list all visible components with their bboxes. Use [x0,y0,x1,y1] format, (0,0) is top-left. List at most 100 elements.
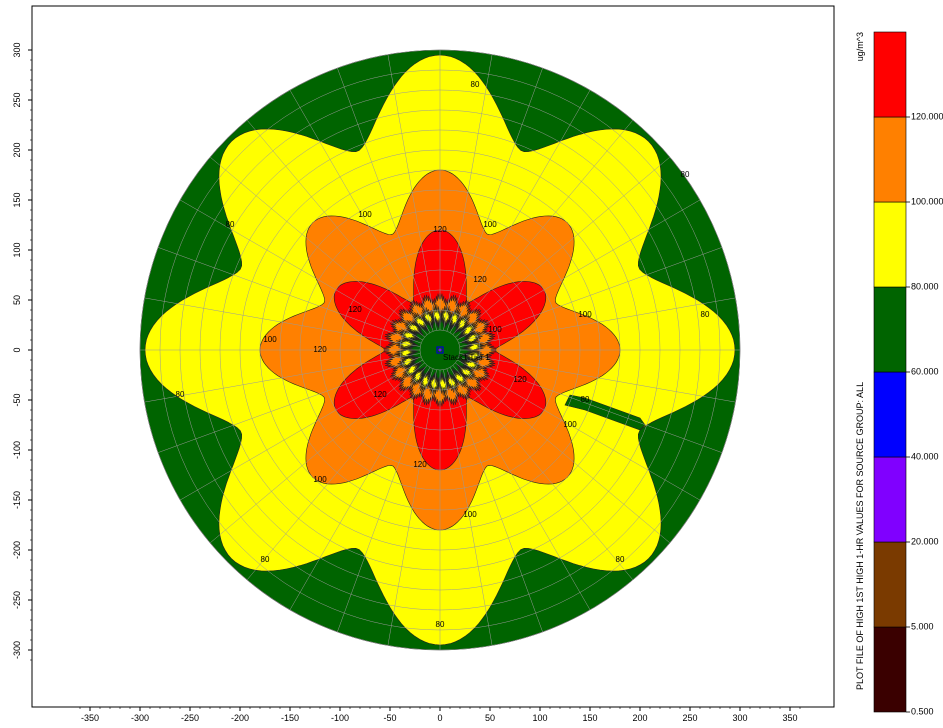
polar-grid-ray [446,368,543,632]
contour-label: 100 [358,210,372,219]
polar-grid-ray [458,247,722,344]
x-tick-label: 50 [485,713,495,723]
contour-label: 80 [261,555,270,564]
legend-swatch [873,541,907,628]
polar-grid-ray [449,367,591,610]
polar-grid-ray [443,369,493,646]
contour-label: 120 [348,305,362,314]
polar-grid-ray [289,367,431,610]
x-tick-label: -350 [81,713,99,723]
y-tick-label: 250 [12,92,22,107]
contour-label: 100 [488,325,502,334]
contour-label: 100 [463,510,477,519]
contour-label: 120 [473,275,487,284]
contour-label: 80 [436,620,445,629]
polar-grid-ray [246,120,428,335]
x-tick-label: 250 [682,713,697,723]
polar-grid-ray [455,156,670,338]
legend-swatch [873,456,907,543]
y-tick-label: 0 [12,347,22,352]
legend-unit: ug/m^3 [855,32,865,61]
polar-grid-ray [459,297,736,347]
y-tick-label: 50 [12,295,22,305]
legend-caption: PLOT FILE OF HIGH 1ST HIGH 1-HR VALUES F… [855,382,865,690]
contour-label: 100 [563,420,577,429]
x-tick-label: 200 [632,713,647,723]
contour-label: 80 [681,170,690,179]
x-tick-label: 100 [532,713,547,723]
x-tick-label: -50 [383,713,396,723]
source-marker[interactable] [436,346,444,354]
x-tick-label: -250 [181,713,199,723]
polar-grid-ray [180,199,423,341]
legend: 0.500 5.000 20.000 40.000 60.000 80.000 100.00… [855,31,943,716]
polar-grid-ray [246,365,428,580]
polar-grid-ray [459,353,736,403]
x-tick-label: -200 [231,713,249,723]
contour-label: 120 [373,390,387,399]
y-tick-label: -250 [12,591,22,609]
contour-label: 80 [701,310,710,319]
contour-label: 100 [578,310,592,319]
polar-grid-ray [210,156,425,338]
legend-label: 60.000 [911,366,939,376]
legend-label: 100.000 [911,196,943,206]
contour-label: 100 [483,220,497,229]
polar-grid-ray [387,369,437,646]
polar-grid-ray [452,365,634,580]
contour-label: 100 [263,335,277,344]
contour-label: 80 [616,555,625,564]
legend-label: 5.000 [911,621,934,631]
polar-grid-ray [455,362,670,544]
legend-label: 0.500 [911,706,934,716]
polar-grid-ray [443,54,493,331]
y-tick-label: 300 [12,42,22,57]
y-tick-label: -200 [12,541,22,559]
legend-swatch [873,286,907,373]
y-tick-label: 100 [12,242,22,257]
polar-grid-ray [158,356,422,453]
legend-swatch [873,626,907,713]
plot-area: 80 80 80 80 80 80 80 80 80 100 100 100 100 100 100 100 1… [12,5,835,723]
legend-label: 120.000 [911,111,943,121]
legend-swatch [873,116,907,203]
contour-label: 80 [226,220,235,229]
y-tick-label: -150 [12,491,22,509]
contour-label: 120 [313,345,327,354]
polar-grid-ray [387,54,437,331]
y-tick-label: -300 [12,641,22,659]
x-tick-label: 350 [782,713,797,723]
contour-label: 120 [433,225,447,234]
polar-grid-ray [457,359,700,501]
source-label: Stack1 Tier 1 [443,353,490,362]
polar-grid-ray [289,90,431,333]
polar-grid-ray [457,199,700,341]
x-tick-label: -150 [281,713,299,723]
polar-grid-ray [144,297,421,347]
x-tick-label: -300 [131,713,149,723]
legend-swatch [873,371,907,458]
contour-label: 80 [581,395,590,404]
polar-grid-ray [144,353,421,403]
polar-grid-ray [452,120,634,335]
x-tick-label: 0 [437,713,442,723]
y-tick-label: -50 [12,393,22,406]
contour-label: 80 [176,390,185,399]
legend-label: 80.000 [911,281,939,291]
y-tick-label: -100 [12,441,22,459]
polar-grid-ray [446,68,543,332]
polar-grid-ray [210,362,425,544]
contour-label: 100 [313,475,327,484]
polar-grid-ray [337,68,434,332]
polar-grid-ray [458,356,722,453]
x-tick-label: 300 [732,713,747,723]
x-tick-label: 150 [582,713,597,723]
y-tick-label: 200 [12,142,22,157]
polar-grid-ray [158,247,422,344]
x-tick-label: -100 [331,713,349,723]
y-tick-label: 150 [12,192,22,207]
source-point [438,348,442,352]
contour-label: 120 [513,375,527,384]
legend-swatch [873,201,907,288]
